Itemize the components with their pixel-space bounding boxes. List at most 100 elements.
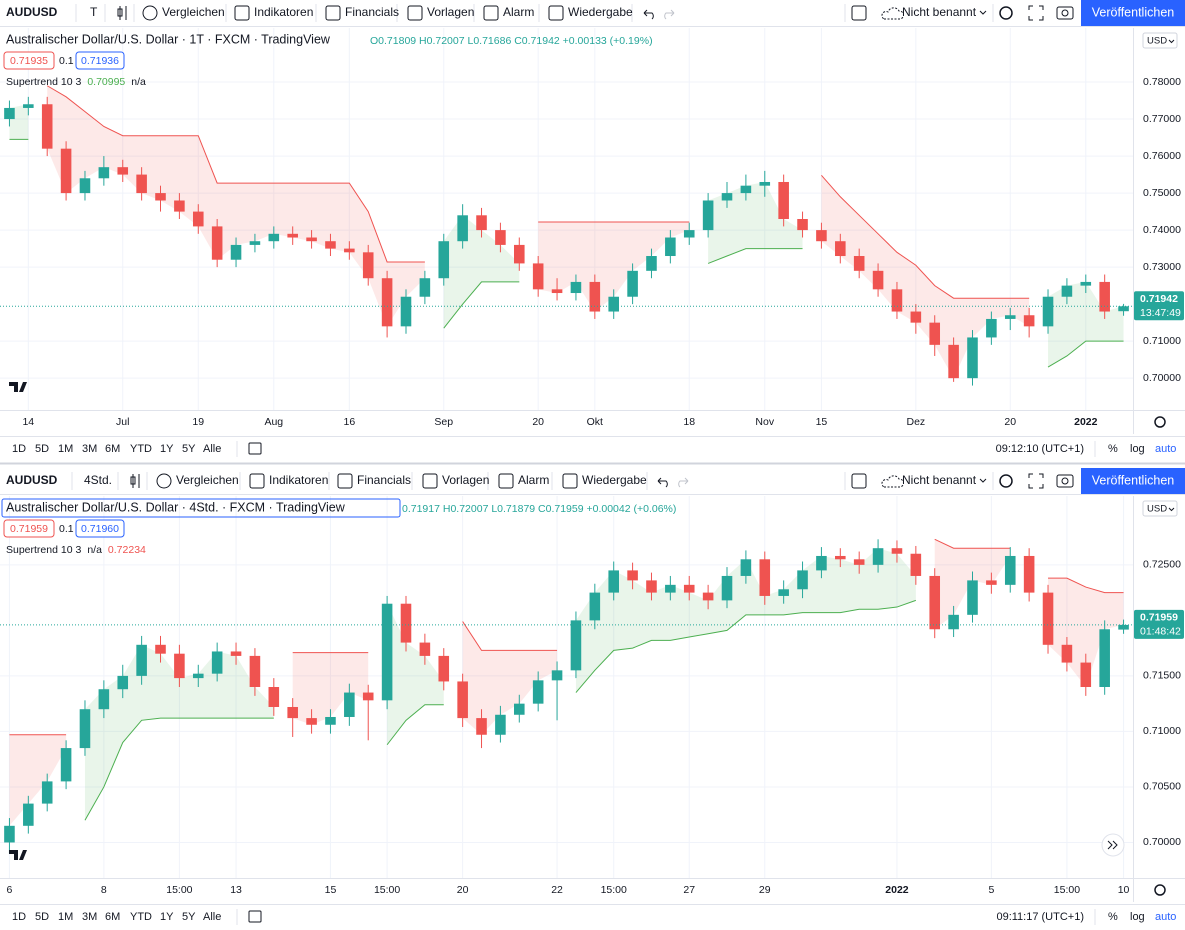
settings-icon[interactable]: [999, 474, 1013, 488]
toolbar-button[interactable]: Vergleichen: [176, 473, 239, 487]
log-toggle[interactable]: log: [1130, 443, 1145, 455]
symbol[interactable]: AUDUSD: [6, 473, 58, 487]
toolbar-button[interactable]: Vorlagen: [427, 5, 474, 19]
symbol[interactable]: AUDUSD: [6, 5, 58, 19]
bid-box[interactable]: [3, 519, 55, 538]
range-button[interactable]: 1D: [12, 911, 26, 923]
range-button[interactable]: 3M: [82, 443, 97, 455]
range-button[interactable]: 1M: [58, 911, 73, 923]
toolbar-button[interactable]: Wiedergabe: [568, 5, 633, 19]
undo-icon[interactable]: [643, 9, 654, 20]
layout-name[interactable]: Nicht benannt: [902, 5, 977, 19]
range-button[interactable]: 5D: [35, 911, 49, 923]
bid-box[interactable]: [3, 51, 55, 70]
toolbar-icon: [422, 473, 438, 489]
toolbar-button[interactable]: Wiedergabe: [582, 473, 647, 487]
range-button[interactable]: 3M: [82, 911, 97, 923]
supertrend-fill: [821, 175, 1030, 379]
settings-icon[interactable]: [1154, 416, 1166, 428]
supertrend-fill: [292, 652, 369, 725]
candle-body: [665, 237, 676, 257]
range-button[interactable]: 5Y: [182, 443, 196, 455]
checkbox[interactable]: [851, 473, 867, 489]
toolbar-button[interactable]: Financials: [357, 473, 411, 487]
calendar-icon[interactable]: [248, 442, 262, 455]
range-button[interactable]: 6M: [105, 911, 120, 923]
range-button[interactable]: Alle: [203, 911, 221, 923]
candle-body: [98, 167, 110, 179]
camera-icon[interactable]: [1056, 6, 1074, 20]
range-button[interactable]: Alle: [203, 443, 221, 455]
bid-price[interactable]: 0.71959: [10, 523, 48, 535]
candle-icon[interactable]: [119, 6, 127, 20]
candle-body: [948, 344, 959, 379]
range-button[interactable]: YTD: [130, 443, 152, 455]
ask-price[interactable]: 0.71936: [81, 55, 119, 67]
ask-box[interactable]: [75, 51, 125, 70]
candle-body: [457, 215, 468, 242]
checkbox[interactable]: [851, 5, 867, 21]
auto-toggle[interactable]: auto: [1155, 911, 1176, 923]
fullscreen-icon[interactable]: [1028, 5, 1044, 21]
candle-body: [646, 256, 657, 271]
ask-box[interactable]: [75, 519, 125, 538]
candle-body: [665, 584, 676, 593]
x-tick-label: 2022: [885, 884, 909, 896]
publish-button[interactable]: [1081, 0, 1185, 26]
auto-toggle[interactable]: auto: [1155, 443, 1176, 455]
scroll-button[interactable]: [1101, 833, 1125, 857]
toolbar-button[interactable]: Financials: [345, 5, 399, 19]
log-toggle[interactable]: log: [1130, 911, 1145, 923]
range-button[interactable]: 1Y: [160, 911, 174, 923]
ask-price[interactable]: 0.71960: [81, 523, 119, 535]
range-button[interactable]: 5D: [35, 443, 49, 455]
toolbar-button[interactable]: Alarm: [518, 473, 549, 487]
bid-price[interactable]: 0.71935: [10, 55, 48, 67]
candle-body: [608, 570, 619, 593]
candle-body: [627, 570, 638, 581]
range-button[interactable]: 1D: [12, 443, 26, 455]
interval[interactable]: 4Std.: [84, 473, 112, 487]
redo-icon[interactable]: [678, 477, 689, 488]
candle-body: [438, 241, 450, 279]
layout-name[interactable]: Nicht benannt: [902, 473, 977, 487]
currency-box[interactable]: [1142, 32, 1178, 49]
settings-icon[interactable]: [1154, 884, 1166, 896]
y-tick-label: 0.78000: [1143, 76, 1181, 88]
fullscreen-icon[interactable]: [1028, 473, 1044, 489]
settings-icon[interactable]: [999, 6, 1013, 20]
percent-toggle[interactable]: %: [1108, 443, 1118, 455]
range-button[interactable]: 5Y: [182, 911, 196, 923]
percent-toggle[interactable]: %: [1108, 911, 1118, 923]
y-tick-label: 0.75000: [1143, 187, 1181, 199]
publish-button[interactable]: [1081, 468, 1185, 494]
publish-label[interactable]: Veröffentlichen: [1092, 473, 1175, 487]
camera-icon[interactable]: [1056, 474, 1074, 488]
toolbar-button[interactable]: Indikatoren: [269, 473, 328, 487]
candle-body: [117, 167, 129, 175]
range-button[interactable]: 1M: [58, 443, 73, 455]
range-button[interactable]: 6M: [105, 443, 120, 455]
toolbar-button[interactable]: Vergleichen: [162, 5, 225, 19]
candle-body: [608, 296, 619, 312]
clock: 09:12:10 (UTC+1): [996, 443, 1084, 455]
candle-icon[interactable]: [132, 474, 140, 488]
range-button[interactable]: YTD: [130, 911, 152, 923]
calendar-icon[interactable]: [248, 910, 262, 923]
candle-body: [476, 215, 487, 231]
toolbar-button[interactable]: Alarm: [503, 5, 534, 19]
currency-box[interactable]: [1142, 500, 1178, 517]
spread: 0.1: [59, 523, 74, 535]
toolbar-button[interactable]: Vorlagen: [442, 473, 489, 487]
candle-body: [79, 178, 91, 194]
undo-icon[interactable]: [657, 477, 668, 488]
publish-label[interactable]: Veröffentlichen: [1092, 5, 1175, 19]
toolbar-button[interactable]: Indikatoren: [254, 5, 313, 19]
toolbar-icon: [498, 473, 514, 489]
range-button[interactable]: 1Y: [160, 443, 174, 455]
toolbar-icon: [156, 473, 172, 489]
interval[interactable]: T: [90, 5, 98, 19]
supertrend-line: [9, 538, 1124, 736]
redo-icon[interactable]: [664, 9, 675, 20]
